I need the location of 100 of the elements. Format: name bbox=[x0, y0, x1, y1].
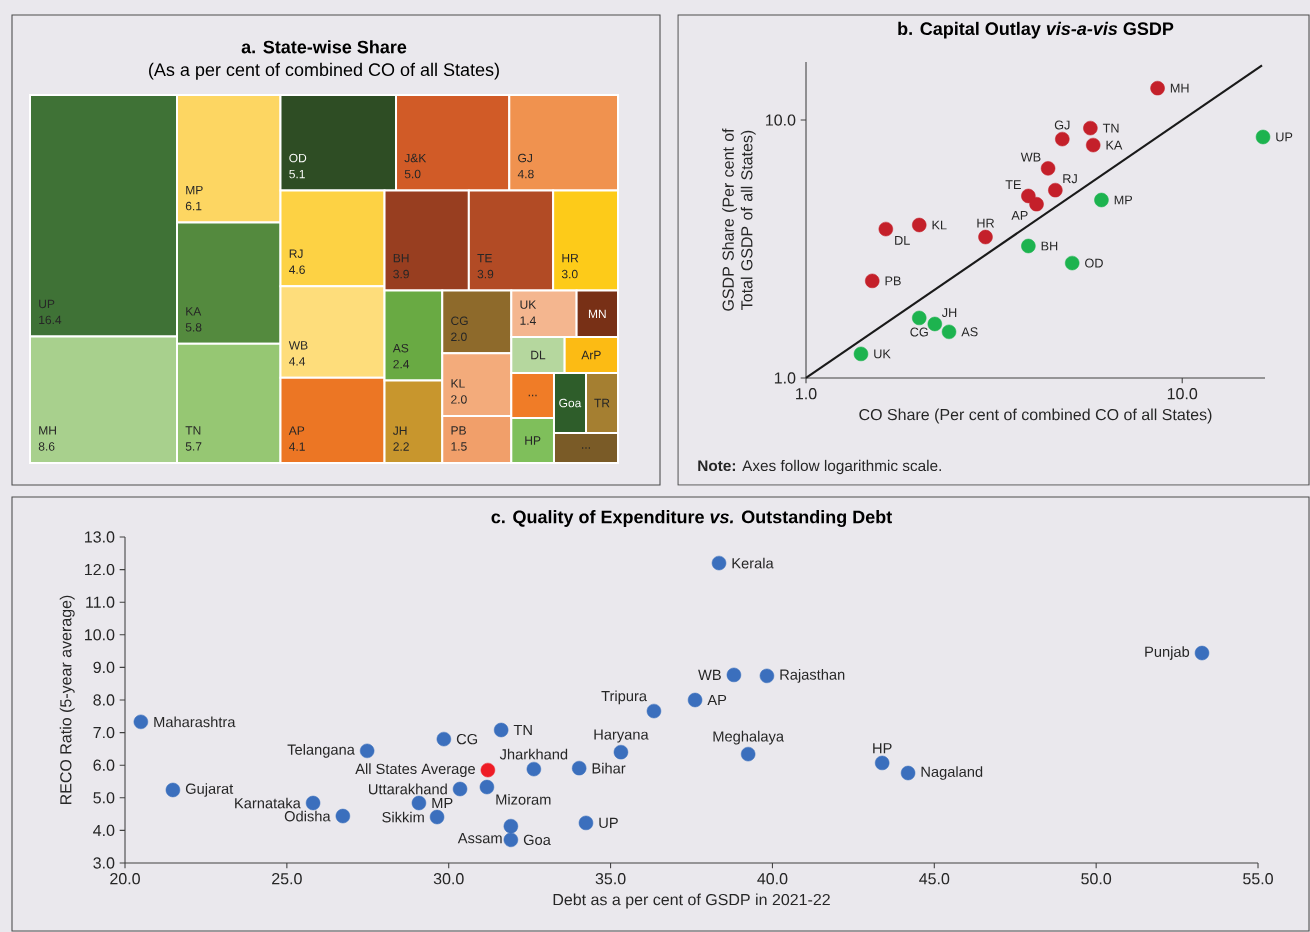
category-label: ArP bbox=[581, 350, 601, 360]
data-label: 3.9 bbox=[393, 269, 409, 279]
data-label: 2.2 bbox=[393, 442, 409, 451]
category-label: UP bbox=[39, 299, 55, 309]
point bbox=[740, 746, 756, 762]
annotation: WB bbox=[698, 669, 721, 680]
annotation: Goa bbox=[523, 834, 551, 846]
y-tick-label: 10.0 bbox=[85, 629, 115, 641]
annotation: TN bbox=[1102, 123, 1119, 133]
point bbox=[578, 815, 594, 831]
annotation: HR bbox=[977, 218, 995, 228]
category-label: GJ bbox=[518, 153, 532, 163]
annotation: TN bbox=[513, 724, 532, 736]
annotation: UP bbox=[599, 817, 618, 829]
x-tick-label: 35.0 bbox=[595, 873, 626, 885]
annotation: All States Average bbox=[355, 763, 475, 777]
annotation: DL bbox=[895, 236, 910, 245]
data-label: 6.1 bbox=[185, 201, 202, 211]
annotation: AP bbox=[1011, 211, 1028, 220]
category-label: MP bbox=[186, 185, 203, 195]
data-label: 4.8 bbox=[517, 169, 534, 179]
data-label: 5.7 bbox=[185, 442, 202, 451]
point bbox=[759, 668, 775, 684]
data-label: 5.1 bbox=[289, 169, 305, 179]
annotation: MH bbox=[1170, 83, 1189, 93]
category-label: KA bbox=[186, 307, 202, 316]
y-tick-label: 13.0 bbox=[85, 531, 115, 543]
annotation: Tripura bbox=[601, 690, 648, 705]
point bbox=[359, 743, 375, 759]
annotation: CG bbox=[456, 733, 478, 745]
category-label: ... bbox=[528, 394, 537, 397]
data-label: 3.0 bbox=[561, 269, 578, 279]
point bbox=[480, 762, 496, 778]
annotation: Jharkhand bbox=[499, 748, 568, 760]
y-tick-label: 11.0 bbox=[86, 596, 115, 608]
annotation: Assam bbox=[457, 833, 502, 844]
text: a. State-wise Share bbox=[241, 40, 407, 54]
x-axis-title: CO Share (Per cent of combined CO of all States) bbox=[859, 408, 1212, 424]
point bbox=[874, 755, 890, 771]
annotation: KA bbox=[1106, 140, 1123, 150]
annotation: Meghalaya bbox=[713, 730, 785, 745]
data-label: 2.0 bbox=[451, 395, 467, 404]
y-tick-label: 5.0 bbox=[93, 792, 115, 804]
data-label: 1.4 bbox=[520, 316, 536, 325]
data-label: 16.4 bbox=[39, 315, 62, 325]
annotation: Bihar bbox=[592, 762, 626, 774]
annotation: RJ bbox=[1063, 174, 1077, 184]
data-label: 8.6 bbox=[38, 442, 55, 451]
point bbox=[503, 818, 519, 834]
point bbox=[613, 744, 629, 760]
annotation: HP bbox=[873, 743, 892, 754]
annotation: Mizoram bbox=[496, 793, 551, 805]
point bbox=[711, 555, 727, 571]
data-label: 4.1 bbox=[289, 442, 305, 451]
annotation: GJ bbox=[1054, 120, 1070, 130]
point bbox=[526, 761, 542, 777]
annotation: JH bbox=[941, 308, 957, 318]
x-tick-label: 25.0 bbox=[272, 873, 302, 885]
data-label: 2.0 bbox=[451, 332, 467, 342]
chart-title: c. Quality of Expenditure vs. Outstanding Debt bbox=[491, 510, 892, 527]
category-label: HR bbox=[562, 253, 579, 263]
category-label: JH bbox=[392, 426, 407, 435]
x-tick-label: 30.0 bbox=[433, 873, 464, 885]
annotation: UP bbox=[1276, 132, 1293, 142]
category-label: TN bbox=[185, 426, 201, 435]
category-label: BH bbox=[393, 253, 409, 263]
annotation: OD bbox=[1085, 258, 1103, 268]
category-label: Goa bbox=[559, 398, 582, 408]
text: (As a per cent of combined CO of all States) bbox=[149, 62, 499, 80]
point bbox=[503, 832, 519, 848]
annotation: UK bbox=[874, 349, 891, 359]
annotation: Odisha bbox=[284, 810, 331, 822]
point bbox=[479, 779, 495, 795]
point bbox=[1194, 645, 1210, 661]
point bbox=[726, 667, 742, 683]
y-tick-label: 7.0 bbox=[93, 726, 115, 739]
annotation: WB bbox=[1020, 152, 1041, 162]
annotation: TE bbox=[1005, 180, 1021, 190]
y-tick-label: 6.0 bbox=[93, 759, 115, 771]
category-label: TR bbox=[594, 398, 610, 408]
data-label: 5.0 bbox=[404, 169, 421, 179]
point bbox=[436, 731, 452, 747]
category-label: TE bbox=[477, 253, 492, 263]
annotation: PB bbox=[885, 276, 901, 286]
point bbox=[900, 765, 916, 781]
x-tick-label: 55.0 bbox=[1243, 873, 1273, 885]
point bbox=[429, 809, 445, 825]
y-axis-title: RECO Ratio (5-year average) bbox=[59, 595, 75, 805]
y-tick-label: 3.0 bbox=[93, 857, 115, 869]
y-tick-label: 12.0 bbox=[85, 563, 115, 576]
data-label: 5.8 bbox=[185, 323, 202, 332]
x-tick-label: 20.0 bbox=[110, 873, 140, 885]
annotation: Telangana bbox=[287, 744, 355, 758]
data-label: 4.4 bbox=[289, 357, 306, 366]
category-label: J&K bbox=[404, 153, 427, 163]
y-tick-label: 4.0 bbox=[93, 824, 115, 837]
point bbox=[493, 722, 509, 738]
category-label: AP bbox=[288, 426, 305, 435]
data-label: 1.5 bbox=[451, 442, 467, 451]
category-label: DL bbox=[531, 350, 546, 360]
